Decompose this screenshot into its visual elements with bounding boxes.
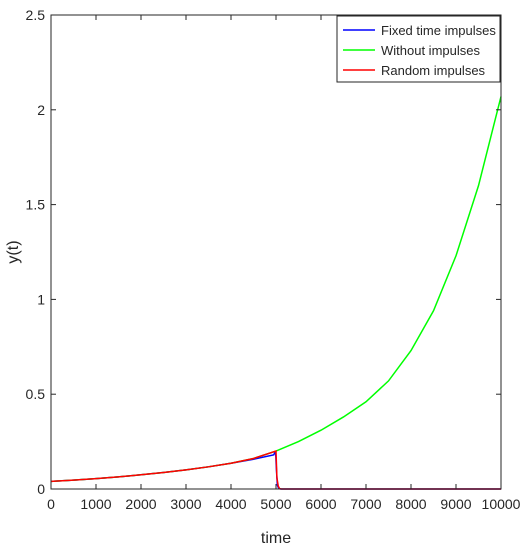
y-tick-label: 1.5	[26, 197, 46, 213]
x-tick-label: 9000	[440, 496, 471, 512]
y-tick-labels: 0 0.5 1 1.5 2 2.5	[26, 7, 46, 497]
x-tick-label: 10000	[482, 496, 521, 512]
x-tick-label: 4000	[215, 496, 246, 512]
y-tick-label: 1	[37, 291, 45, 307]
y-axis-title: y(t)	[5, 240, 22, 263]
legend-label: Without impulses	[381, 43, 480, 58]
x-tick-label: 5000	[260, 496, 291, 512]
x-tick-labels: 0 1000 2000 3000 4000 5000 6000 7000 8000 9000 100…	[47, 496, 521, 512]
y-tick-label: 2	[37, 102, 45, 118]
x-tick-label: 1000	[80, 496, 111, 512]
legend-box	[336, 15, 501, 83]
x-tick-label: 2000	[125, 496, 156, 512]
legend-label: Fixed time impulses	[381, 23, 496, 38]
legend: Fixed time impulses Without impulses Rando…	[336, 15, 501, 83]
x-tick-label: 0	[47, 496, 55, 512]
y-tick-label: 0	[37, 481, 45, 497]
x-tick-label: 8000	[395, 496, 426, 512]
y-tick-label: 0.5	[26, 386, 46, 402]
legend-label: Random impulses	[381, 63, 486, 78]
y-tick-label: 2.5	[26, 7, 46, 23]
x-tick-label: 6000	[305, 496, 336, 512]
x-tick-label: 3000	[170, 496, 201, 512]
x-axis-title: time	[261, 530, 291, 547]
x-tick-label: 7000	[350, 496, 381, 512]
